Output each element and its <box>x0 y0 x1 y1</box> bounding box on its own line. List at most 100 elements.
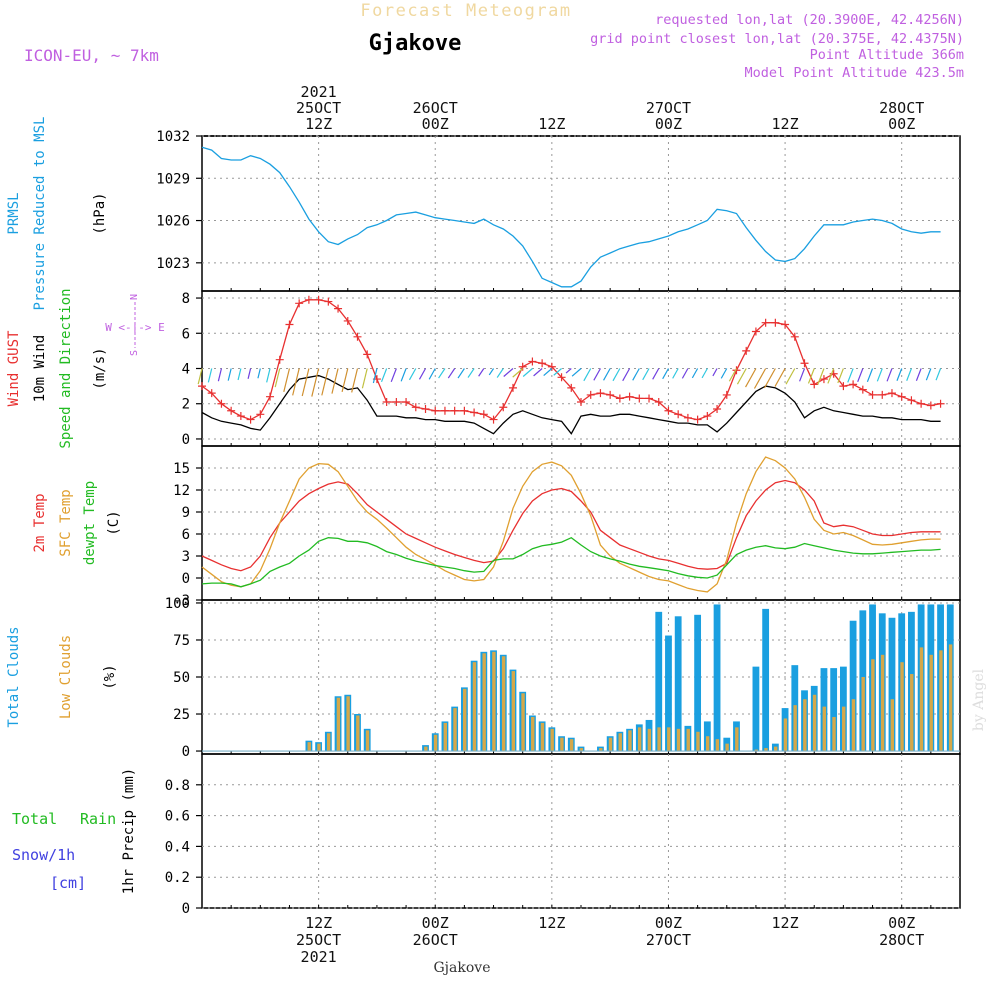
wind-arrow <box>447 368 456 379</box>
y-tick-label: 1032 <box>156 129 190 145</box>
cloud-bar-low <box>424 746 428 752</box>
gust-marker <box>771 318 780 327</box>
y-tick-label: 0 <box>182 432 190 448</box>
cloud-bar-low <box>676 728 681 752</box>
wind-arrow <box>522 368 533 377</box>
cloud-bar-low <box>365 730 370 752</box>
wind-arrow <box>915 368 922 381</box>
time-label-bottom: 12Z <box>772 914 799 932</box>
cloud-bar-low <box>686 728 690 752</box>
panel-frame <box>201 445 961 601</box>
gust-marker <box>440 406 449 415</box>
wind-arrow <box>593 368 601 381</box>
cloud-bar-low <box>579 748 584 752</box>
cloud-bar-low <box>443 722 447 752</box>
gust-marker <box>547 362 556 371</box>
compass-south: S <box>129 350 140 356</box>
gust-marker <box>334 304 343 313</box>
gust-marker <box>489 415 498 424</box>
panels: 1023 1026 1029 1032 PRMSL Pressure Reduced to… <box>6 117 961 917</box>
wind-arrow <box>662 368 669 380</box>
wind-arrow <box>372 368 378 384</box>
compass-rose: NSW <-|-> E <box>105 294 165 356</box>
cloud-bar-low <box>919 647 924 752</box>
wind-arrow <box>351 368 359 393</box>
wind-arrow <box>785 368 796 385</box>
wind-arrow <box>341 368 349 392</box>
wind-arrow <box>712 368 718 377</box>
time-label-top: 12Z <box>538 115 565 133</box>
y-tick-label: 6 <box>182 527 190 543</box>
gust-marker <box>207 389 216 398</box>
y-tick-label: 12 <box>173 483 190 499</box>
cloud-bar-low <box>511 671 516 752</box>
gust-marker <box>858 385 867 394</box>
wind-arrow <box>247 368 252 379</box>
gust-marker <box>567 383 576 392</box>
wind-arrows <box>197 368 942 397</box>
y-tick-label: 9 <box>182 505 190 521</box>
wind-arrow <box>438 368 446 379</box>
time-label-top: 00Z <box>422 115 449 133</box>
wind-arrow <box>390 368 397 383</box>
cloud-bar-low <box>482 653 486 752</box>
gust-marker <box>645 394 654 403</box>
gust-marker <box>460 406 469 415</box>
cloud-bar-low <box>735 727 739 752</box>
gust-marker <box>324 297 333 306</box>
panel-label: (%) <box>102 664 118 689</box>
time-label-bottom: 00Z <box>655 914 682 932</box>
wind-arrow <box>866 368 874 383</box>
cloud-bar-low <box>773 746 778 752</box>
cloud-bar-low <box>637 727 642 752</box>
cloud-bar-low <box>783 718 788 752</box>
y-tick-label: 50 <box>173 670 190 686</box>
gust-marker <box>198 382 206 391</box>
wind-arrow <box>720 368 728 379</box>
wind-arrow <box>457 368 465 379</box>
time-label-top: 12Z <box>305 115 332 133</box>
wind-arrow <box>237 368 242 381</box>
cloud-bar-low <box>317 743 321 752</box>
gust-marker <box>236 412 245 421</box>
time-label-bottom: 12Z <box>538 914 565 932</box>
gust-marker <box>275 355 284 364</box>
y-tick-label: 15 <box>173 461 190 477</box>
panel-label: (hPa) <box>92 192 108 234</box>
location-title: Gjakove <box>369 31 462 56</box>
y-tick-label: 2 <box>182 397 190 413</box>
y-tick-label: 0.2 <box>165 870 190 886</box>
footer-location: Gjakove <box>434 960 491 976</box>
cloud-bar-total <box>713 604 721 752</box>
gust-marker <box>819 375 828 384</box>
gust-marker <box>917 399 926 408</box>
compass-north: N <box>129 294 140 300</box>
panel-label: Wind GUST <box>6 330 22 406</box>
gust-marker <box>839 382 848 391</box>
wind-arrow <box>331 368 339 394</box>
cloud-bar-low <box>803 699 807 752</box>
time-label-bottom: 00Z <box>422 914 449 932</box>
time-label-bottom: 00Z <box>888 914 915 932</box>
wind-arrow <box>745 368 757 388</box>
cloud-bar-low <box>521 693 525 752</box>
cloud-bar-low <box>540 722 545 752</box>
wind-arrow <box>301 368 310 397</box>
wind-arrow <box>283 368 291 392</box>
cloud-bar-low <box>715 739 720 752</box>
wind-arrow <box>571 368 582 377</box>
cloud-bar-low <box>812 694 817 752</box>
model-name: ICON-EU, ~ 7km <box>24 46 159 65</box>
wind-arrow <box>807 368 815 384</box>
cloud-bar-low <box>667 727 671 752</box>
wind-arrow <box>612 368 621 382</box>
panel-label: 10m Wind <box>32 335 48 402</box>
cloud-bar-low <box>433 734 438 752</box>
gust-marker <box>450 406 459 415</box>
y-tick-label: 0 <box>182 901 190 917</box>
cloud-bar-low <box>851 699 856 752</box>
cloud-bar-low <box>569 739 574 752</box>
